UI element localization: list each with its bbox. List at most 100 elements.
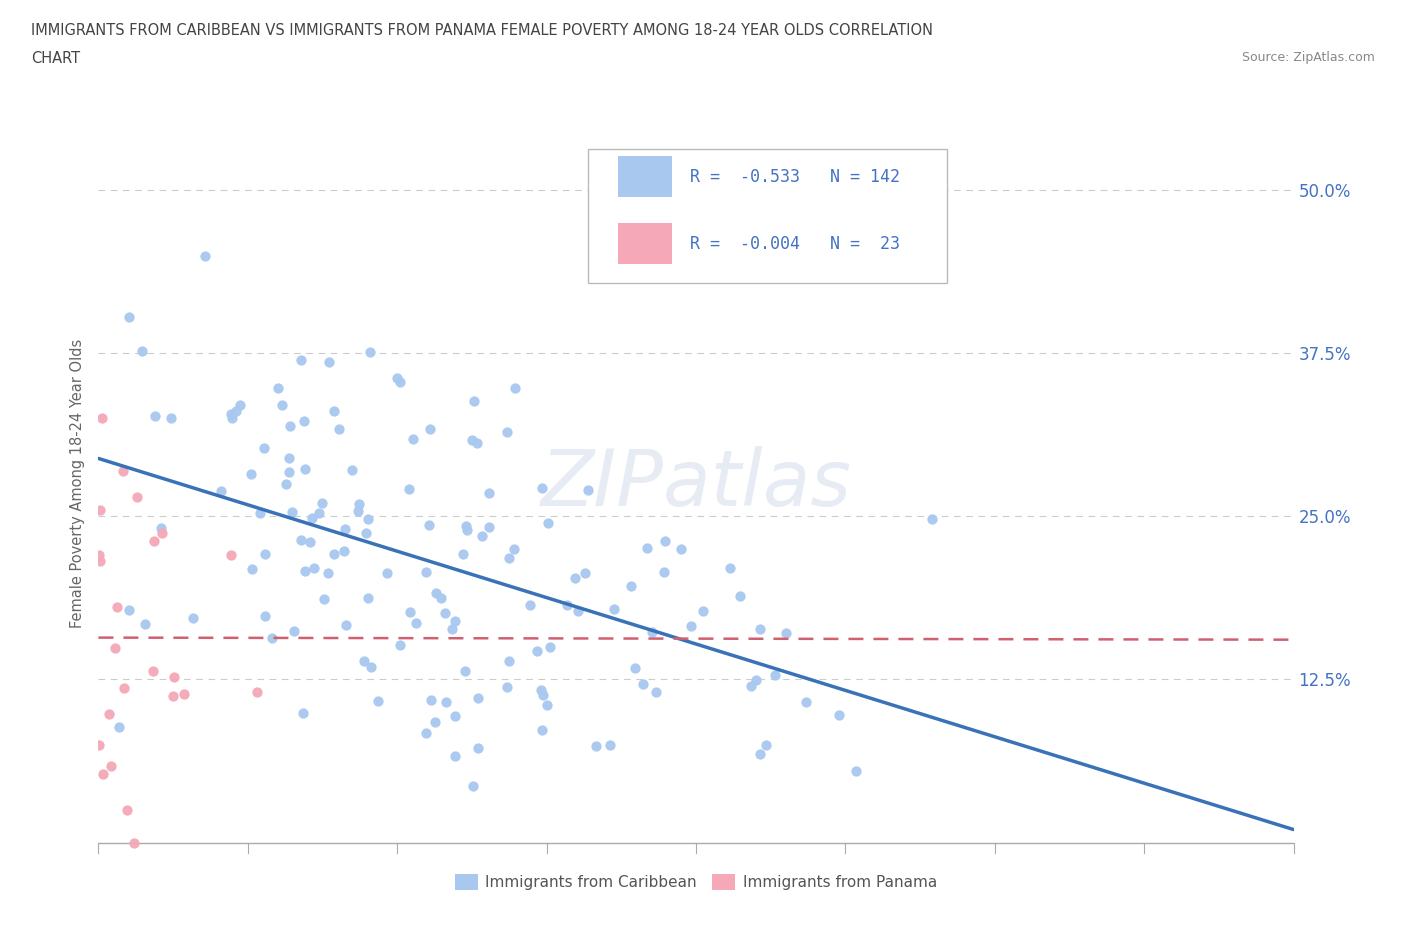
Point	[357, 512, 380, 526]
Point	[467, 741, 489, 756]
Point	[498, 551, 520, 565]
FancyBboxPatch shape	[619, 156, 672, 197]
Point	[775, 625, 797, 640]
Point	[292, 705, 315, 720]
Point	[755, 737, 778, 752]
Point	[253, 546, 276, 561]
Point	[108, 720, 131, 735]
Point	[318, 355, 340, 370]
Point	[531, 688, 554, 703]
Point	[112, 681, 135, 696]
Point	[574, 565, 596, 580]
Point	[398, 482, 420, 497]
Point	[418, 517, 440, 532]
Point	[740, 679, 762, 694]
Point	[531, 481, 554, 496]
Point	[283, 623, 305, 638]
Point	[471, 528, 494, 543]
Point	[398, 604, 420, 619]
Point	[340, 462, 363, 477]
Point	[456, 523, 478, 538]
Point	[444, 614, 467, 629]
Point	[359, 344, 381, 359]
Point	[294, 461, 316, 476]
Point	[576, 483, 599, 498]
Point	[671, 542, 693, 557]
Point	[221, 411, 243, 426]
Point	[718, 561, 741, 576]
Point	[531, 723, 554, 737]
Point	[425, 714, 447, 729]
Point	[322, 547, 344, 562]
Point	[281, 505, 304, 520]
Point	[366, 693, 388, 708]
Point	[519, 598, 541, 613]
Point	[440, 622, 463, 637]
Point	[585, 738, 607, 753]
Point	[845, 764, 868, 778]
Point	[555, 597, 578, 612]
Text: R =  -0.004   N =  23: R = -0.004 N = 23	[690, 234, 900, 253]
Point	[460, 432, 482, 447]
Point	[239, 467, 262, 482]
Point	[181, 610, 204, 625]
Point	[749, 747, 772, 762]
Point	[444, 749, 467, 764]
Point	[162, 689, 184, 704]
Point	[91, 766, 114, 781]
Point	[163, 670, 186, 684]
Point	[454, 518, 477, 533]
Point	[308, 505, 330, 520]
Point	[631, 677, 654, 692]
Point	[645, 684, 668, 699]
Point	[794, 694, 817, 709]
Point	[353, 653, 375, 668]
Point	[253, 440, 276, 455]
Point	[564, 570, 586, 585]
Point	[347, 497, 370, 512]
Point	[415, 565, 437, 579]
Point	[357, 591, 380, 605]
Y-axis label: Female Poverty Among 18-24 Year Olds: Female Poverty Among 18-24 Year Olds	[70, 339, 86, 629]
Point	[419, 422, 441, 437]
Point	[467, 691, 489, 706]
Point	[290, 533, 312, 548]
Point	[333, 522, 356, 537]
Point	[253, 608, 276, 623]
Point	[692, 604, 714, 618]
Point	[526, 644, 548, 658]
Text: ZIPatlas: ZIPatlas	[540, 445, 852, 522]
Point	[322, 404, 344, 418]
Point	[730, 589, 752, 604]
Point	[124, 835, 146, 850]
Point	[142, 664, 165, 679]
Point	[537, 515, 560, 530]
Point	[278, 450, 301, 465]
Point	[536, 698, 558, 712]
Point	[97, 706, 120, 721]
Text: R =  -0.533   N = 142: R = -0.533 N = 142	[690, 167, 900, 186]
Point	[150, 525, 173, 540]
Point	[654, 533, 676, 548]
Point	[828, 708, 851, 723]
Point	[221, 548, 243, 563]
Point	[389, 638, 412, 653]
Point	[495, 680, 517, 695]
Point	[375, 565, 398, 580]
Point	[115, 803, 138, 817]
Point	[429, 591, 451, 605]
Point	[219, 406, 242, 421]
Point	[104, 641, 127, 656]
Point	[276, 476, 298, 491]
Point	[89, 737, 111, 752]
Point	[415, 725, 437, 740]
Point	[360, 660, 382, 675]
Point	[453, 547, 475, 562]
FancyBboxPatch shape	[619, 223, 672, 264]
FancyBboxPatch shape	[589, 149, 948, 283]
Point	[652, 565, 675, 579]
Text: CHART: CHART	[31, 51, 80, 66]
Point	[290, 353, 312, 368]
Point	[312, 591, 335, 606]
Point	[292, 413, 315, 428]
